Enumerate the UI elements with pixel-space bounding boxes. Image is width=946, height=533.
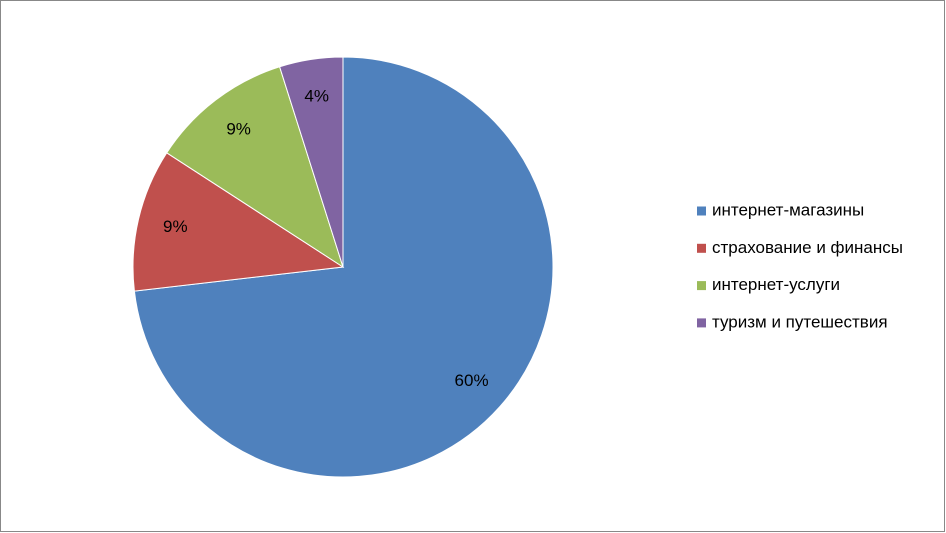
legend-label: туризм и путешествия <box>712 312 888 331</box>
legend-swatch <box>697 281 706 291</box>
legend-label: интернет-услуги <box>712 275 840 294</box>
legend-label: интернет-магазины <box>712 200 864 219</box>
data-label: 60% <box>455 371 489 390</box>
pie-slice <box>279 56 344 268</box>
legend-label: страхование и финансы <box>712 238 903 257</box>
legend-swatch <box>697 206 706 216</box>
legend-swatch <box>697 318 706 328</box>
data-label: 9% <box>226 120 251 139</box>
data-label: 4% <box>304 86 329 105</box>
legend-swatch <box>697 243 706 253</box>
pie-slice <box>166 66 344 269</box>
data-label: 9% <box>163 217 188 236</box>
pie-slice <box>132 152 345 292</box>
